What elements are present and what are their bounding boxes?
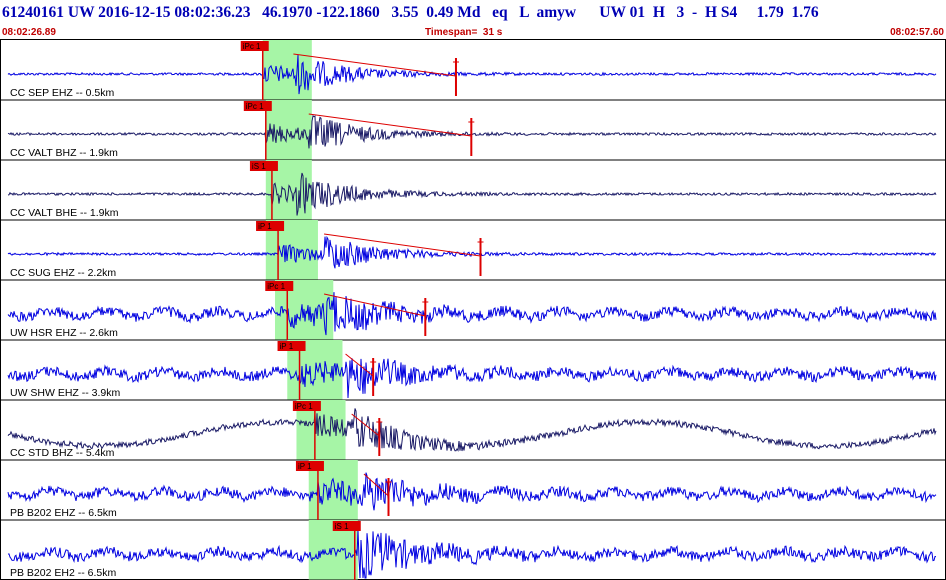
pick-label: iPc 1 — [295, 402, 313, 411]
start-time: 08:02:26.89 — [2, 27, 56, 38]
channel-label: UW HSR EHZ -- 2.6km — [10, 327, 118, 339]
pick-label-box — [277, 341, 306, 351]
coda-line — [363, 473, 389, 497]
pick-label: iPc 1 — [267, 282, 285, 291]
coda-line — [351, 413, 380, 437]
waveform-trace — [7, 235, 937, 269]
pick-label: iS 1 — [252, 162, 266, 171]
channel-label: CC SUG EHZ -- 2.2km — [10, 267, 116, 279]
pick-label: iP 1 — [258, 222, 272, 231]
channel-label: PB B202 EH2 -- 6.5km — [10, 567, 116, 579]
pick-label: iP 1 — [298, 462, 312, 471]
waveform-trace — [7, 408, 937, 452]
pick-label-box — [240, 41, 269, 51]
pick-label: iPc 1 — [246, 102, 264, 111]
waveform-trace — [7, 54, 937, 95]
waveform-trace — [7, 358, 937, 399]
header: 61240161 UW 2016-12-15 08:02:36.23 46.19… — [0, 0, 946, 38]
pick-label: iP 1 — [280, 342, 294, 351]
pick-label-box — [243, 101, 272, 111]
timespan: Timespan= 31 s — [425, 27, 503, 38]
coda-line — [324, 233, 481, 257]
channel-label: CC STD BHZ -- 5.4km — [10, 447, 115, 459]
pick-label-box — [295, 461, 324, 471]
coda-line — [345, 353, 374, 377]
waveform-trace — [7, 172, 937, 216]
event-title: 61240161 UW 2016-12-15 08:02:36.23 46.19… — [2, 4, 819, 21]
coda-line — [323, 293, 426, 317]
coda-line — [308, 113, 472, 137]
channel-label: UW SHW EHZ -- 3.9km — [10, 387, 120, 399]
channel-label: CC VALT BHE -- 1.9km — [10, 207, 119, 219]
waveform-trace — [7, 292, 937, 336]
end-time: 08:02:57.60 — [890, 27, 944, 38]
waveform-trace — [7, 472, 937, 511]
pick-label: iPc 1 — [243, 42, 261, 51]
channel-label: PB B202 EHZ -- 6.5km — [10, 507, 117, 519]
channel-label: CC VALT BHZ -- 1.9km — [10, 147, 118, 159]
waveform-trace — [7, 529, 937, 579]
pick-label-box — [265, 281, 294, 291]
coda-line — [293, 53, 457, 77]
pick-label-box — [292, 401, 321, 411]
pick-label: iS 1 — [335, 522, 349, 531]
channel-label: CC SEP EHZ -- 0.5km — [10, 87, 114, 99]
pick-label-box — [249, 161, 278, 171]
pick-label-box — [256, 221, 285, 231]
pick-label-box — [332, 521, 361, 531]
